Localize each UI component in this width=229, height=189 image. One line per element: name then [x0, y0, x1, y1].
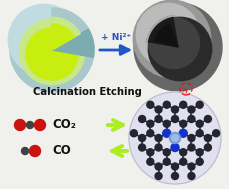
Circle shape: [171, 115, 178, 122]
Circle shape: [179, 120, 186, 127]
Wedge shape: [154, 24, 177, 47]
Circle shape: [138, 135, 145, 142]
Circle shape: [179, 158, 186, 165]
Wedge shape: [52, 17, 80, 50]
Circle shape: [204, 135, 210, 142]
Circle shape: [163, 101, 169, 108]
Circle shape: [170, 143, 178, 152]
Circle shape: [178, 129, 186, 137]
Circle shape: [146, 120, 153, 127]
Circle shape: [212, 130, 219, 137]
Circle shape: [130, 130, 137, 137]
Circle shape: [26, 28, 78, 80]
Circle shape: [187, 106, 194, 113]
Circle shape: [195, 130, 202, 137]
Circle shape: [154, 106, 161, 113]
Circle shape: [171, 173, 178, 180]
Circle shape: [148, 17, 211, 81]
Circle shape: [148, 17, 199, 69]
Circle shape: [171, 163, 178, 170]
Circle shape: [179, 101, 186, 108]
Circle shape: [146, 158, 153, 165]
Circle shape: [163, 158, 169, 165]
Circle shape: [10, 8, 94, 92]
Wedge shape: [146, 16, 177, 47]
Circle shape: [146, 130, 153, 137]
Circle shape: [195, 158, 202, 165]
Text: CO: CO: [52, 145, 71, 157]
Circle shape: [154, 144, 161, 151]
Circle shape: [163, 120, 169, 127]
Circle shape: [171, 135, 178, 142]
Circle shape: [136, 3, 199, 67]
Circle shape: [169, 132, 180, 143]
Circle shape: [128, 92, 220, 184]
Circle shape: [163, 149, 169, 156]
Text: + Ni²⁺: + Ni²⁺: [101, 33, 131, 43]
Circle shape: [195, 101, 202, 108]
Circle shape: [138, 115, 145, 122]
Circle shape: [146, 149, 153, 156]
Text: CO₂: CO₂: [52, 119, 76, 132]
Circle shape: [8, 4, 79, 76]
Circle shape: [187, 115, 194, 122]
Wedge shape: [52, 29, 94, 57]
Circle shape: [133, 0, 210, 78]
Circle shape: [19, 19, 85, 85]
Circle shape: [154, 115, 161, 122]
Circle shape: [34, 119, 45, 130]
Circle shape: [154, 163, 161, 170]
Circle shape: [171, 106, 178, 113]
Circle shape: [14, 119, 25, 130]
Wedge shape: [52, 24, 74, 50]
Circle shape: [195, 120, 202, 127]
Circle shape: [187, 173, 194, 180]
Circle shape: [187, 163, 194, 170]
Circle shape: [29, 146, 40, 156]
Text: Calcination Etching: Calcination Etching: [33, 87, 141, 97]
Circle shape: [134, 3, 221, 91]
Circle shape: [179, 149, 186, 156]
Circle shape: [187, 144, 194, 151]
Circle shape: [195, 149, 202, 156]
Circle shape: [146, 101, 153, 108]
Circle shape: [26, 122, 33, 129]
Circle shape: [170, 134, 178, 142]
Wedge shape: [52, 8, 88, 50]
Circle shape: [204, 115, 210, 122]
Circle shape: [21, 147, 28, 154]
Circle shape: [154, 173, 161, 180]
Circle shape: [187, 135, 194, 142]
Circle shape: [204, 144, 210, 151]
Circle shape: [138, 144, 145, 151]
Circle shape: [162, 129, 170, 137]
Circle shape: [154, 135, 161, 142]
